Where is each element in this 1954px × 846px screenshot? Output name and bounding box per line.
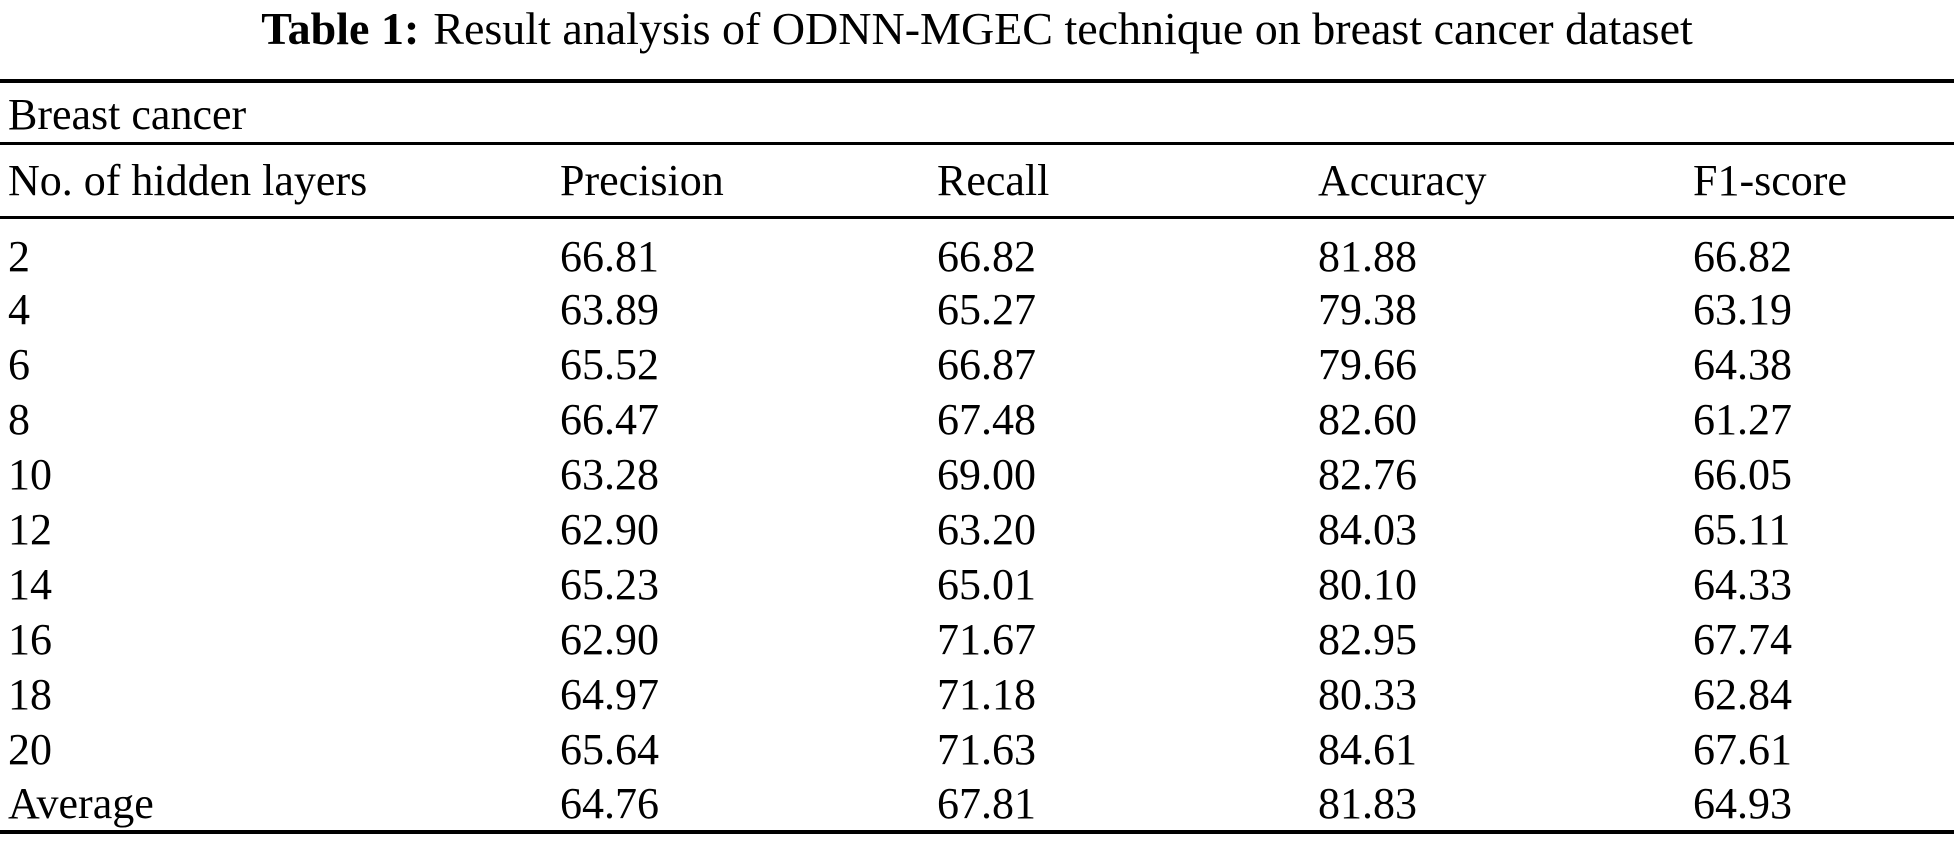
value-cell: 79.38 (1318, 284, 1417, 334)
value-cell: 65.11 (1693, 504, 1791, 554)
value-cell: 64.38 (1693, 339, 1792, 389)
column-header-accuracy: Accuracy (1310, 143, 1685, 219)
value-cell: 71.67 (937, 614, 1036, 664)
row-label-cell: 18 (8, 669, 52, 719)
table-row: 16 62.90 71.67 82.95 67.74 (0, 612, 1954, 667)
value-cell: 66.82 (1693, 231, 1792, 281)
value-cell: 65.27 (937, 284, 1036, 334)
value-cell: 63.20 (937, 504, 1036, 554)
value-cell: 82.60 (1318, 394, 1417, 444)
table-caption: Table 1: Result analysis of ODNN-MGEC tec… (0, 0, 1954, 79)
group-label: Breast cancer (0, 79, 1954, 145)
value-cell: 81.88 (1318, 231, 1417, 281)
column-header-hidden-layers: No. of hidden layers (0, 143, 552, 219)
table-row: 18 64.97 71.18 80.33 62.84 (0, 667, 1954, 722)
column-header-recall: Recall (929, 143, 1310, 219)
table-row: 4 63.89 65.27 79.38 63.19 (0, 282, 1954, 337)
value-cell: 84.61 (1318, 724, 1417, 774)
table-caption-text: Result analysis of ODNN-MGEC technique o… (433, 3, 1693, 54)
row-label-cell: 20 (8, 724, 52, 774)
row-label-cell: 4 (8, 284, 30, 334)
table-group-row: Breast cancer (0, 79, 1954, 145)
row-label-cell: 6 (8, 339, 30, 389)
column-header-precision: Precision (552, 143, 929, 219)
value-cell: 66.05 (1693, 449, 1792, 499)
row-label-cell: 2 (8, 231, 30, 281)
value-cell: 79.66 (1318, 339, 1417, 389)
table-row: 6 65.52 66.87 79.66 64.38 (0, 337, 1954, 392)
value-cell: 67.81 (929, 776, 1310, 834)
row-label-cell: 12 (8, 504, 52, 554)
value-cell: 62.90 (560, 504, 659, 554)
value-cell: 69.00 (937, 449, 1036, 499)
table-row: 12 62.90 63.20 84.03 65.11 (0, 502, 1954, 557)
value-cell: 82.76 (1318, 449, 1417, 499)
value-cell: 81.83 (1310, 776, 1685, 834)
table-row: 2 66.81 66.82 81.88 66.82 (0, 217, 1954, 282)
row-label-cell: 16 (8, 614, 52, 664)
value-cell: 63.89 (560, 284, 659, 334)
value-cell: 62.84 (1693, 669, 1792, 719)
table-row: 10 63.28 69.00 82.76 66.05 (0, 447, 1954, 502)
value-cell: 65.52 (560, 339, 659, 389)
table-row: 14 65.23 65.01 80.10 64.33 (0, 557, 1954, 612)
value-cell: 66.81 (560, 231, 659, 281)
table-caption-label: Table 1: (261, 3, 420, 54)
value-cell: 80.33 (1318, 669, 1417, 719)
value-cell: 71.63 (937, 724, 1036, 774)
value-cell: 65.64 (560, 724, 659, 774)
value-cell: 66.47 (560, 394, 659, 444)
value-cell: 67.74 (1693, 614, 1792, 664)
value-cell: 80.10 (1318, 559, 1417, 609)
value-cell: 66.82 (937, 231, 1036, 281)
value-cell: 67.61 (1693, 724, 1792, 774)
row-label-cell: 8 (8, 394, 30, 444)
value-cell: 66.87 (937, 339, 1036, 389)
value-cell: 64.33 (1693, 559, 1792, 609)
value-cell: 63.19 (1693, 284, 1792, 334)
value-cell: 64.76 (552, 776, 929, 834)
value-cell: 63.28 (560, 449, 659, 499)
table-row-average: Average 64.76 67.81 81.83 64.93 (0, 776, 1954, 834)
row-label-cell: Average (0, 776, 552, 834)
table-row: 8 66.47 67.48 82.60 61.27 (0, 392, 1954, 447)
value-cell: 64.93 (1685, 776, 1954, 834)
table-header-row: No. of hidden layers Precision Recall Ac… (0, 143, 1954, 219)
value-cell: 61.27 (1693, 394, 1792, 444)
value-cell: 65.23 (560, 559, 659, 609)
results-table: Breast cancer No. of hidden layers Preci… (0, 79, 1954, 834)
value-cell: 62.90 (560, 614, 659, 664)
column-header-f1-score: F1-score (1685, 143, 1954, 219)
value-cell: 67.48 (937, 394, 1036, 444)
value-cell: 64.97 (560, 669, 659, 719)
value-cell: 82.95 (1318, 614, 1417, 664)
row-label-cell: 10 (8, 449, 52, 499)
row-label-cell: 14 (8, 559, 52, 609)
table-row: 20 65.64 71.63 84.61 67.61 (0, 722, 1954, 777)
value-cell: 71.18 (937, 669, 1036, 719)
value-cell: 84.03 (1318, 504, 1417, 554)
value-cell: 65.01 (937, 559, 1036, 609)
